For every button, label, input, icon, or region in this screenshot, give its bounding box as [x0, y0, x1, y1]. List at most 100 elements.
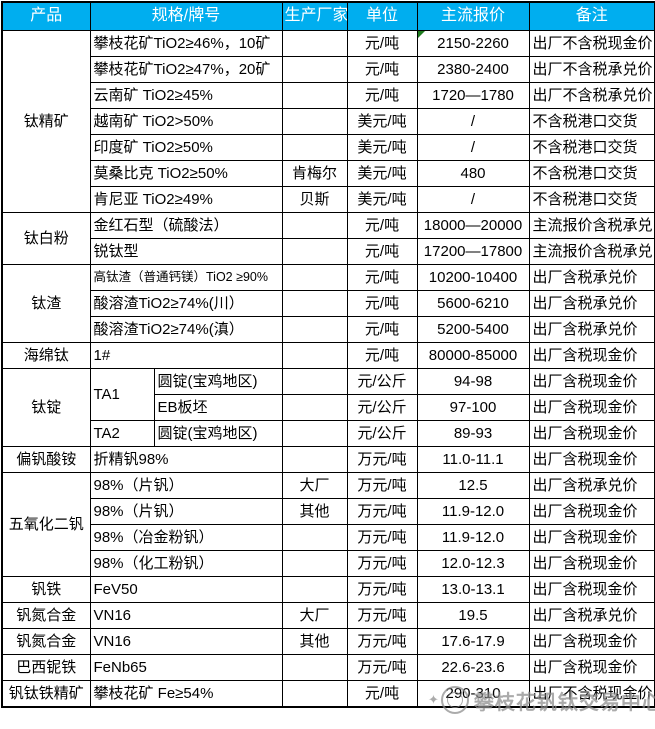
table-row: 98%（化工粉钒） 万元/吨 12.0-12.3 出厂含税现金价: [2, 550, 655, 577]
spec-cell: 越南矿 TiO2>50%: [89, 108, 283, 135]
unit-cell: 元/吨: [346, 316, 418, 343]
product-cell: 海绵钛: [1, 342, 91, 369]
unit-cell: 元/吨: [346, 264, 418, 291]
table-row: 98%（冶金粉钒） 万元/吨 11.9-12.0 出厂含税现金价: [2, 524, 655, 551]
table-row: 钛白粉 金红石型（硫酸法） 元/吨 18000—20000 主流报价含税承兑: [1, 212, 655, 265]
product-cell: 钒铁: [1, 576, 91, 603]
table-row: 云南矿 TiO2≥45% 元/吨 1720—1780 出厂不含税承兑价: [2, 82, 655, 109]
note-cell: 不含税港口交货: [528, 186, 655, 213]
maker-cell: 贝斯: [281, 186, 348, 213]
spec2-cell: 圆锭(宝鸡地区): [153, 420, 283, 447]
table-row: 锐钛型 元/吨 17200—17800 主流报价含税承兑: [2, 238, 655, 265]
unit-cell: 万元/吨: [346, 524, 418, 551]
unit-cell: 万元/吨: [346, 498, 418, 525]
header-spec: 规格/牌号: [89, 1, 283, 31]
spec-cell: 98%（片钒）: [89, 498, 283, 525]
price-cell: 13.0-13.1: [416, 576, 530, 603]
table-row: 印度矿 TiO2≥50% 美元/吨 / 不含税港口交货: [2, 134, 655, 161]
table-row: 钒氮合金 VN16 大厂 万元/吨 19.5 出厂含税承兑价: [1, 602, 655, 629]
price-cell: 80000-85000: [416, 342, 530, 369]
unit-cell: 元/公斤: [346, 394, 418, 421]
note-cell: 出厂含税现金价: [528, 368, 655, 395]
maker-cell: 其他: [281, 498, 348, 525]
product-cell: 钛锭: [1, 368, 91, 447]
header-note: 备注: [528, 1, 655, 31]
price-cell: 11.9-12.0: [416, 498, 530, 525]
spec-cell: 98%（化工粉钒）: [89, 550, 283, 577]
unit-cell: 美元/吨: [346, 186, 418, 213]
cell-corner-flag-icon: [418, 31, 425, 38]
note-cell: 出厂含税现金价: [528, 550, 655, 577]
maker-cell: 大厂: [281, 472, 348, 499]
unit-cell: 元/吨: [346, 238, 418, 265]
price-cell: 5200-5400: [416, 316, 530, 343]
price-cell: 2150-2260: [416, 30, 530, 57]
note-cell: 出厂含税现金价: [528, 394, 655, 421]
spec-cell: 折精钒98%: [89, 446, 283, 473]
table-row: 巴西铌铁 FeNb65 万元/吨 22.6-23.6 出厂含税现金价: [1, 654, 655, 681]
price-cell: 2380-2400: [416, 56, 530, 83]
spec-cell: 98%（冶金粉钒）: [89, 524, 283, 551]
price-cell: 19.5: [416, 602, 530, 629]
note-cell: 不含税港口交货: [528, 108, 655, 135]
table-row: 五氧化二钒 98%（片钒） 大厂 万元/吨 12.5 出厂含税承兑价: [1, 472, 655, 577]
unit-cell: 美元/吨: [346, 108, 418, 135]
price-cell: 12.5: [416, 472, 530, 499]
maker-cell: 大厂: [281, 602, 348, 629]
product-cell: 巴西铌铁: [1, 654, 91, 681]
unit-cell: 万元/吨: [346, 602, 418, 629]
price-cell: 97-100: [416, 394, 530, 421]
maker-cell: 肯梅尔: [281, 160, 348, 187]
spec-cell: 云南矿 TiO2≥45%: [89, 82, 283, 109]
unit-cell: 万元/吨: [346, 446, 418, 473]
note-cell: 出厂含税现金价: [528, 446, 655, 473]
maker-cell: [281, 576, 348, 603]
spec-cell: VN16: [89, 602, 283, 629]
note-cell: 出厂含税承兑价: [528, 472, 655, 499]
unit-cell: 元/吨: [346, 82, 418, 109]
spec-cell: FeV50: [89, 576, 283, 603]
price-cell: 22.6-23.6: [416, 654, 530, 681]
maker-cell: [281, 82, 348, 109]
table-row: TA2 圆锭(宝鸡地区) 元/公斤 89-93 出厂含税现金价: [2, 420, 655, 447]
note-cell: 出厂含税现金价: [528, 576, 655, 603]
product-cell: 钛白粉: [1, 212, 91, 265]
maker-cell: [281, 134, 348, 161]
price-cell: /: [416, 134, 530, 161]
table-row: 海绵钛 1# 元/吨 80000-85000 出厂含税现金价: [1, 342, 655, 369]
maker-cell: [281, 264, 348, 291]
note-cell: 出厂含税现金价: [528, 498, 655, 525]
spec-cell: 攀枝花矿 Fe≥54%: [89, 680, 283, 708]
table-row: 酸溶渣TiO2≥74%(川） 元/吨 5600-6210 出厂含税承兑价: [2, 290, 655, 317]
unit-cell: 元/吨: [346, 342, 418, 369]
note-cell: 出厂含税承兑价: [528, 316, 655, 343]
unit-cell: 元/吨: [346, 212, 418, 239]
spec-cell: 98%（片钒）: [89, 472, 283, 499]
maker-cell: 其他: [281, 628, 348, 655]
maker-cell: [281, 342, 348, 369]
price-cell: 1720—1780: [416, 82, 530, 109]
note-cell: 出厂不含税承兑价: [528, 56, 655, 83]
note-cell: 出厂不含税承兑价: [528, 82, 655, 109]
product-cell: 偏钒酸铵: [1, 446, 91, 473]
maker-cell: [281, 446, 348, 473]
price-cell: 94-98: [416, 368, 530, 395]
unit-cell: 元/吨: [346, 30, 418, 57]
price-cell: /: [416, 186, 530, 213]
price-cell: 11.0-11.1: [416, 446, 530, 473]
maker-cell: [281, 680, 348, 708]
table-row: 钒铁 FeV50 万元/吨 13.0-13.1 出厂含税现金价: [1, 576, 655, 603]
spec2-cell: EB板坯: [153, 394, 283, 421]
spec-cell: TA2: [89, 420, 155, 447]
spec-cell: 攀枝花矿TiO2≥46%，10矿: [89, 30, 283, 57]
maker-cell: [281, 316, 348, 343]
table-row: 钛锭 TA1 圆锭(宝鸡地区) 元/公斤 94-98 出厂含税现金价: [1, 368, 655, 447]
table-row: 肯尼亚 TiO2≥49% 贝斯 美元/吨 / 不含税港口交货: [2, 186, 655, 213]
product-cell: 钒钛铁精矿: [1, 680, 91, 708]
note-cell: 出厂含税承兑价: [528, 264, 655, 291]
table-header: 产品 规格/牌号 生产厂家 单位 主流报价 备注: [1, 1, 655, 31]
spec-cell: 酸溶渣TiO2≥74%(川）: [89, 290, 283, 317]
table-row: 钒氮合金 VN16 其他 万元/吨 17.6-17.9 出厂含税现金价: [1, 628, 655, 655]
spec-cell: 攀枝花矿TiO2≥47%，20矿: [89, 56, 283, 83]
spec-cell: 金红石型（硫酸法）: [89, 212, 283, 239]
